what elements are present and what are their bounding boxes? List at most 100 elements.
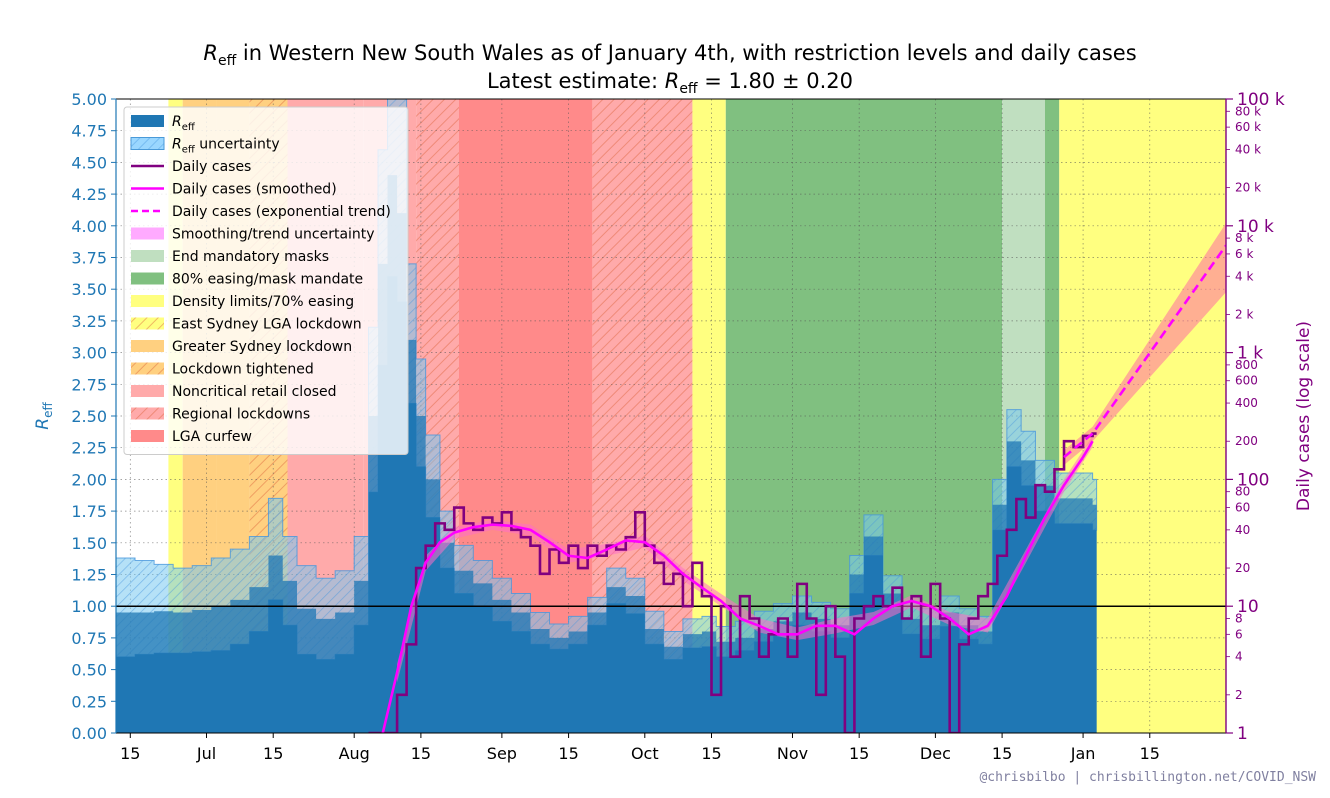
y-left-tick-label-3: 0.75 (71, 629, 107, 648)
legend-item-10: Greater Sydney lockdown (131, 339, 352, 355)
x-tick-label-6: 15 (558, 744, 578, 763)
legend-item-5: Smoothing/trend uncertainty (131, 227, 375, 243)
y-left-tick-label-0: 0.00 (71, 724, 107, 743)
y-right-minor-label-18: 60 k (1235, 120, 1261, 134)
x-tick-label-0: 15 (120, 744, 140, 763)
y-left-tick-label-9: 2.25 (71, 439, 107, 458)
legend-label-1: Reff uncertainty (172, 137, 280, 156)
legend-label-2: Daily cases (172, 159, 251, 175)
reff-uncertainty-hatch (116, 99, 1097, 660)
y-left-tick-label-18: 4.50 (71, 153, 107, 172)
y-right-major-label-2: 100 (1237, 470, 1269, 490)
y-right-minor-label-5: 40 (1235, 523, 1250, 537)
legend-swatch-12 (131, 385, 164, 397)
legend-label-5: Smoothing/trend uncertainty (172, 227, 375, 243)
legend-swatch-hatch-13 (131, 407, 164, 420)
y-right-minor-label-13: 4 k (1235, 269, 1253, 283)
y-right-minor-label-16: 20 k (1235, 181, 1261, 195)
trend-cases-line (1063, 244, 1226, 459)
y-axis-right: 1 10 100 1 k 10 k 100 k 2 4 6 8 20 40 60 80 200 400 600 8… (1225, 90, 1285, 744)
y-right-minor-label-9: 400 (1235, 396, 1258, 410)
y-left-tick-label-7: 1.75 (71, 502, 107, 521)
legend-label-9: East Sydney LGA lockdown (172, 317, 362, 333)
legend-swatch-8 (131, 295, 164, 307)
legend-item-0: Reff (131, 114, 196, 133)
legend-item-14: LGA curfew (131, 429, 252, 445)
legend-item-9: East Sydney LGA lockdown (131, 317, 362, 333)
y-right-major-label-0: 1 (1237, 724, 1248, 744)
legend-label-7: 80% easing/mask mandate (172, 272, 363, 288)
legend-swatch-6 (131, 250, 164, 262)
legend-item-8: Density limits/70% easing (131, 294, 354, 310)
y-right-minor-label-10: 600 (1235, 374, 1258, 388)
legend-box (123, 106, 409, 455)
x-tick-label-1: Jul (196, 744, 216, 763)
legend-swatch-7 (131, 272, 164, 285)
y-left-tick-label-11: 2.75 (71, 375, 107, 394)
x-tick-label-7: Oct (631, 744, 659, 763)
x-tick-label-14: 15 (1140, 744, 1160, 763)
legend-item-3: Daily cases (smoothed) (131, 182, 337, 198)
x-tick-label-12: 15 (992, 744, 1012, 763)
daily-cases-line (368, 432, 1097, 733)
cases-series (368, 223, 1226, 733)
y-right-minor-label-14: 6 k (1235, 247, 1253, 261)
y-left-tick-label-17: 4.25 (71, 185, 107, 204)
y-left-tick-label-8: 2.00 (71, 470, 107, 489)
y-left-tick-label-14: 3.50 (71, 280, 107, 299)
smoothed-cases-line (381, 440, 1094, 733)
y-right-minor-label-15: 8 k (1235, 231, 1253, 245)
legend-label-6: End mandatory masks (172, 249, 329, 265)
x-axis: 15 Jul 15 Aug 15 Sep 15 Oct 15 Nov 15 Dec 15 Jan 15 (120, 733, 1160, 763)
y-right-minor-label-8: 200 (1235, 434, 1258, 448)
y-right-minor-label-19: 80 k (1235, 104, 1261, 118)
legend-item-1: Reff uncertainty (130, 137, 280, 156)
x-tick-label-8: 15 (701, 744, 721, 763)
y-right-minor-label-17: 40 k (1235, 142, 1261, 156)
trend-uncertainty-band (1064, 223, 1226, 465)
y-left-tick-label-16: 4.00 (71, 217, 107, 236)
legend-item-11: Lockdown tightened (131, 362, 314, 378)
x-tick-label-10: 15 (849, 744, 869, 763)
y-left-tick-label-15: 3.75 (71, 249, 107, 268)
x-tick-label-2: 15 (263, 744, 283, 763)
y-axis-right-label: Daily cases (log scale) (1294, 321, 1314, 511)
credit: @chrisbilbo | chrisbillington.net/COVID_… (979, 770, 1316, 785)
legend-label-8: Density limits/70% easing (172, 294, 354, 310)
y-right-minor-label-4: 20 (1235, 561, 1250, 575)
y-left-tick-label-13: 3.25 (71, 312, 107, 331)
legend-label-14: LGA curfew (172, 429, 252, 445)
legend-label-0: Reff (172, 114, 196, 133)
legend-label-13: Regional lockdowns (172, 407, 310, 423)
chart-title: Reff in Western New South Wales as of Ja… (203, 41, 1136, 69)
y-right-major-label-3: 1 k (1237, 344, 1263, 364)
chart-subtitle: Latest estimate: Reff = 1.80 ± 0.20 (487, 69, 853, 97)
y-right-minor-label-1: 4 (1235, 650, 1243, 664)
y-left-tick-label-2: 0.50 (71, 661, 107, 680)
y-left-tick-label-4: 1.00 (71, 597, 107, 616)
legend-item-2: Daily cases (131, 159, 251, 175)
legend-label-4: Daily cases (exponential trend) (172, 204, 391, 220)
legend-swatch-0 (131, 115, 164, 127)
legend-label-12: Noncritical retail closed (172, 384, 337, 400)
x-tick-label-9: Nov (777, 744, 808, 763)
legend-swatch-10 (131, 340, 164, 352)
x-tick-label-3: Aug (339, 744, 370, 763)
legend-swatch-hatch-11 (131, 362, 164, 375)
y-left-tick-label-20: 5.00 (71, 90, 107, 109)
legend-label-3: Daily cases (smoothed) (172, 182, 337, 198)
x-tick-label-4: 15 (411, 744, 431, 763)
legend-item-13: Regional lockdowns (131, 407, 310, 423)
legend-label-10: Greater Sydney lockdown (172, 339, 352, 355)
legend-swatch-hatch-9 (131, 317, 164, 330)
y-right-minor-label-3: 8 (1235, 611, 1243, 625)
y-right-minor-label-7: 80 (1235, 485, 1250, 499)
y-left-tick-label-10: 2.50 (71, 407, 107, 426)
y-right-minor-label-6: 60 (1235, 501, 1250, 515)
y-axis-left-label: Reff (33, 402, 55, 430)
y-left-tick-label-1: 0.25 (71, 692, 107, 711)
legend-swatch-hatch-1 (131, 137, 164, 150)
y-right-major-label-4: 10 k (1237, 217, 1274, 237)
y-right-minor-label-2: 6 (1235, 627, 1243, 641)
